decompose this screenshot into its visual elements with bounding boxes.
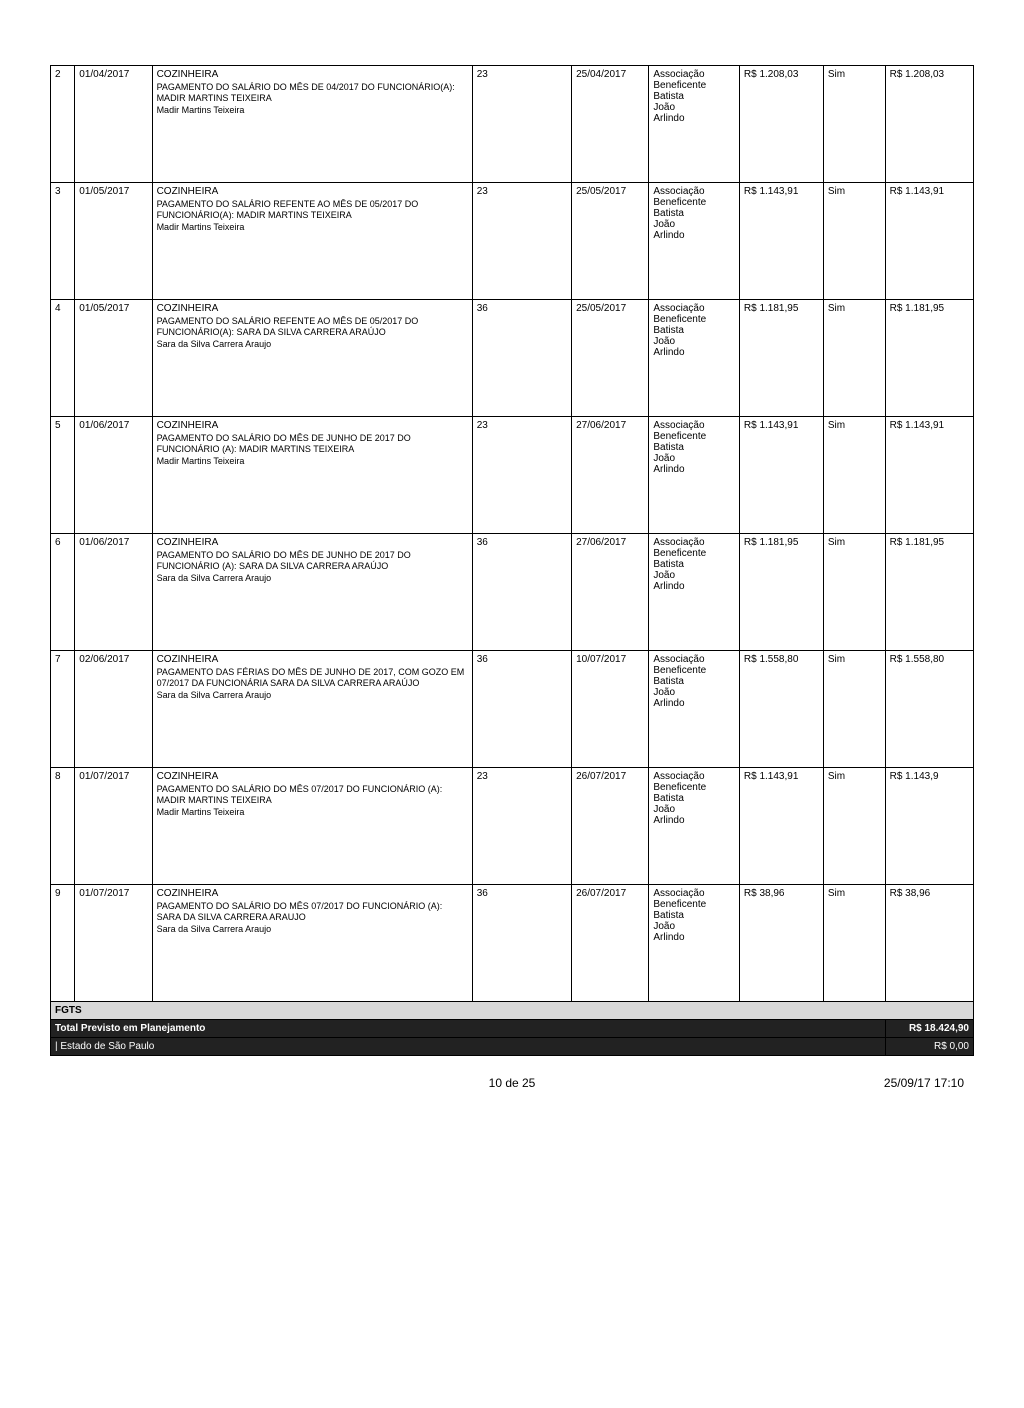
table-row: 901/07/2017COZINHEIRAPAGAMENTO DO SALÁRI…: [51, 885, 974, 1002]
row-date2: 25/05/2017: [572, 300, 649, 417]
row-date2: 26/07/2017: [572, 768, 649, 885]
row-sim: Sim: [823, 534, 885, 651]
row-date2: 25/05/2017: [572, 183, 649, 300]
row-value2: R$ 1.143,91: [885, 417, 973, 534]
row-date: 01/06/2017: [75, 417, 152, 534]
row-qty: 23: [472, 768, 571, 885]
row-value2: R$ 1.181,95: [885, 534, 973, 651]
row-value: R$ 1.143,91: [739, 768, 823, 885]
row-date2: 25/04/2017: [572, 66, 649, 183]
table-row: 801/07/2017COZINHEIRAPAGAMENTO DO SALÁRI…: [51, 768, 974, 885]
row-num: 3: [51, 183, 75, 300]
row-desc: COZINHEIRAPAGAMENTO DO SALÁRIO REFENTE A…: [152, 300, 472, 417]
total-row: Total Previsto em Planejamento R$ 18.424…: [51, 1020, 974, 1038]
row-sim: Sim: [823, 651, 885, 768]
row-assoc: AssociaçãoBeneficenteBatistaJoãoArlindo: [649, 768, 740, 885]
row-value: R$ 1.208,03: [739, 66, 823, 183]
row-desc: COZINHEIRAPAGAMENTO DO SALÁRIO DO MÊS DE…: [152, 417, 472, 534]
row-assoc: AssociaçãoBeneficenteBatistaJoãoArlindo: [649, 66, 740, 183]
row-value2: R$ 1.208,03: [885, 66, 973, 183]
row-value: R$ 1.143,91: [739, 417, 823, 534]
row-qty: 36: [472, 885, 571, 1002]
row-qty: 36: [472, 534, 571, 651]
row-sim: Sim: [823, 300, 885, 417]
row-value2: R$ 38,96: [885, 885, 973, 1002]
row-num: 7: [51, 651, 75, 768]
row-date: 02/06/2017: [75, 651, 152, 768]
row-date: 01/07/2017: [75, 885, 152, 1002]
row-sim: Sim: [823, 768, 885, 885]
row-num: 6: [51, 534, 75, 651]
row-desc: COZINHEIRAPAGAMENTO DO SALÁRIO DO MÊS 07…: [152, 768, 472, 885]
row-desc: COZINHEIRAPAGAMENTO DO SALÁRIO DO MÊS 07…: [152, 885, 472, 1002]
sp-label: | Estado de São Paulo: [51, 1038, 886, 1056]
row-num: 2: [51, 66, 75, 183]
row-value2: R$ 1.558,80: [885, 651, 973, 768]
row-sim: Sim: [823, 66, 885, 183]
table-row: 301/05/2017COZINHEIRAPAGAMENTO DO SALÁRI…: [51, 183, 974, 300]
row-date: 01/07/2017: [75, 768, 152, 885]
row-num: 8: [51, 768, 75, 885]
row-date: 01/06/2017: [75, 534, 152, 651]
row-qty: 23: [472, 66, 571, 183]
row-num: 4: [51, 300, 75, 417]
row-value2: R$ 1.143,91: [885, 183, 973, 300]
table-row: 601/06/2017COZINHEIRAPAGAMENTO DO SALÁRI…: [51, 534, 974, 651]
row-date: 01/04/2017: [75, 66, 152, 183]
row-assoc: AssociaçãoBeneficenteBatistaJoãoArlindo: [649, 651, 740, 768]
footer-page-number: 10 de 25: [489, 1076, 536, 1090]
row-qty: 36: [472, 300, 571, 417]
payments-table: 201/04/2017COZINHEIRAPAGAMENTO DO SALÁRI…: [50, 65, 974, 1056]
row-assoc: AssociaçãoBeneficenteBatistaJoãoArlindo: [649, 534, 740, 651]
row-desc: COZINHEIRAPAGAMENTO DAS FÉRIAS DO MÊS DE…: [152, 651, 472, 768]
row-date2: 27/06/2017: [572, 534, 649, 651]
row-value: R$ 1.181,95: [739, 534, 823, 651]
row-date2: 26/07/2017: [572, 885, 649, 1002]
footer-timestamp: 25/09/17 17:10: [884, 1076, 964, 1090]
row-value: R$ 1.143,91: [739, 183, 823, 300]
fgts-row: FGTS: [51, 1002, 974, 1020]
row-sim: Sim: [823, 183, 885, 300]
table-row: 201/04/2017COZINHEIRAPAGAMENTO DO SALÁRI…: [51, 66, 974, 183]
row-qty: 23: [472, 183, 571, 300]
document-page: 201/04/2017COZINHEIRAPAGAMENTO DO SALÁRI…: [0, 0, 1024, 1408]
page-footer: 10 de 25 25/09/17 17:10: [50, 1076, 974, 1090]
row-value2: R$ 1.181,95: [885, 300, 973, 417]
fgts-label: FGTS: [51, 1002, 974, 1020]
row-assoc: AssociaçãoBeneficenteBatistaJoãoArlindo: [649, 885, 740, 1002]
row-assoc: AssociaçãoBeneficenteBatistaJoãoArlindo: [649, 417, 740, 534]
row-value2: R$ 1.143,9: [885, 768, 973, 885]
row-value: R$ 1.181,95: [739, 300, 823, 417]
row-date2: 10/07/2017: [572, 651, 649, 768]
row-value: R$ 1.558,80: [739, 651, 823, 768]
table-row: 702/06/2017COZINHEIRAPAGAMENTO DAS FÉRIA…: [51, 651, 974, 768]
sp-value: R$ 0,00: [885, 1038, 973, 1056]
row-sim: Sim: [823, 885, 885, 1002]
row-assoc: AssociaçãoBeneficenteBatistaJoãoArlindo: [649, 300, 740, 417]
table-row: 501/06/2017COZINHEIRAPAGAMENTO DO SALÁRI…: [51, 417, 974, 534]
row-sim: Sim: [823, 417, 885, 534]
total-label: Total Previsto em Planejamento: [51, 1020, 886, 1038]
row-date: 01/05/2017: [75, 183, 152, 300]
total-value: R$ 18.424,90: [885, 1020, 973, 1038]
row-date: 01/05/2017: [75, 300, 152, 417]
row-qty: 23: [472, 417, 571, 534]
row-desc: COZINHEIRAPAGAMENTO DO SALÁRIO DO MÊS DE…: [152, 534, 472, 651]
row-num: 9: [51, 885, 75, 1002]
row-value: R$ 38,96: [739, 885, 823, 1002]
row-num: 5: [51, 417, 75, 534]
row-date2: 27/06/2017: [572, 417, 649, 534]
row-assoc: AssociaçãoBeneficenteBatistaJoãoArlindo: [649, 183, 740, 300]
row-desc: COZINHEIRAPAGAMENTO DO SALÁRIO REFENTE A…: [152, 183, 472, 300]
table-row: 401/05/2017COZINHEIRAPAGAMENTO DO SALÁRI…: [51, 300, 974, 417]
row-qty: 36: [472, 651, 571, 768]
row-desc: COZINHEIRAPAGAMENTO DO SALÁRIO DO MÊS DE…: [152, 66, 472, 183]
sp-row: | Estado de São Paulo R$ 0,00: [51, 1038, 974, 1056]
